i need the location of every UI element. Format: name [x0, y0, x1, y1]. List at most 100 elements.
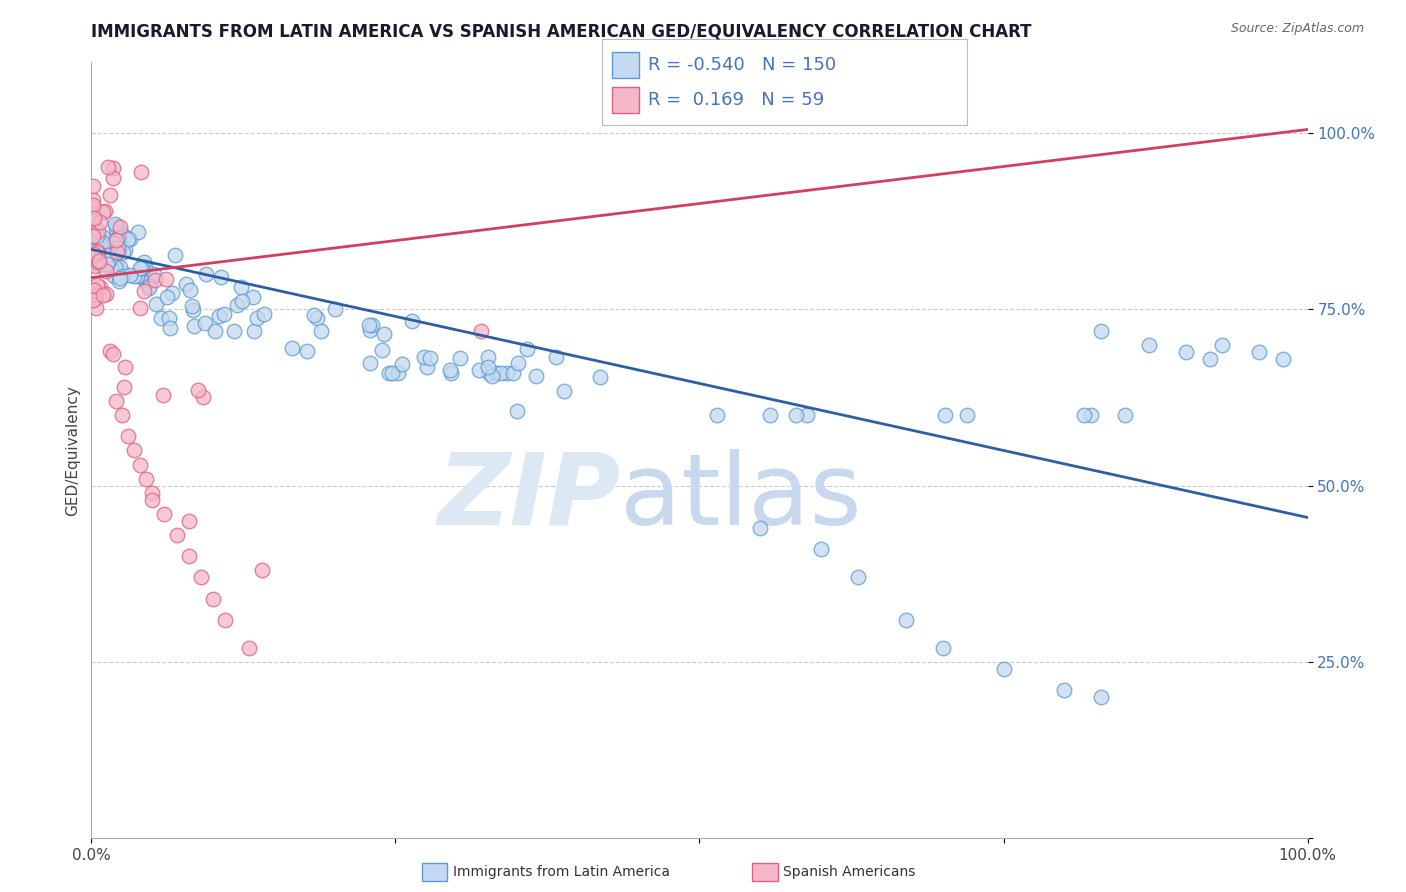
Point	[105, 260, 128, 274]
Point	[86, 237, 108, 252]
Point	[108, 260, 131, 274]
Point	[1139, 337, 1161, 351]
Point	[468, 363, 491, 377]
Point	[97, 248, 120, 262]
Point	[212, 307, 235, 321]
Point	[749, 521, 772, 535]
Point	[323, 302, 346, 317]
Point	[281, 341, 304, 355]
Point	[896, 613, 918, 627]
Point	[107, 274, 129, 288]
Point	[305, 310, 328, 325]
Point	[371, 343, 394, 358]
Point	[108, 271, 131, 285]
Point	[103, 161, 125, 175]
Point	[846, 570, 869, 584]
Point	[477, 360, 499, 375]
Point	[359, 356, 381, 370]
Point	[177, 549, 200, 564]
Point	[129, 260, 152, 275]
Point	[86, 278, 108, 293]
Point	[100, 240, 122, 254]
Bar	[612, 53, 638, 78]
Point	[84, 301, 107, 316]
Point	[177, 514, 200, 528]
Point	[83, 244, 105, 259]
Point	[194, 317, 217, 331]
Point	[103, 171, 125, 186]
Point	[391, 358, 413, 372]
Point	[128, 268, 150, 283]
Point	[110, 239, 132, 253]
Point	[470, 324, 492, 338]
Point	[145, 297, 167, 311]
Point	[132, 284, 155, 298]
Point	[96, 287, 118, 301]
Point	[934, 408, 956, 422]
Point	[295, 343, 318, 358]
Point	[103, 269, 125, 284]
Point	[104, 260, 127, 274]
Point	[87, 224, 110, 238]
Point	[104, 233, 127, 247]
Point	[94, 263, 117, 277]
Point	[94, 203, 117, 218]
Point	[1073, 408, 1095, 422]
Point	[489, 366, 512, 380]
Point	[1272, 351, 1295, 366]
Text: R =  0.169   N = 59: R = 0.169 N = 59	[648, 91, 825, 109]
Point	[101, 235, 124, 249]
Point	[486, 366, 509, 380]
Point	[89, 214, 111, 228]
Bar	[612, 87, 638, 113]
Point	[401, 314, 423, 328]
Point	[105, 245, 128, 260]
Point	[111, 408, 134, 422]
Point	[131, 260, 153, 275]
Point	[242, 290, 264, 304]
Point	[98, 344, 121, 359]
Point	[155, 271, 177, 285]
Point	[104, 218, 127, 232]
Point	[118, 268, 141, 282]
Point	[378, 366, 401, 380]
Point	[544, 350, 567, 364]
Point	[96, 249, 118, 263]
Point	[114, 244, 136, 258]
Point	[226, 298, 249, 312]
Point	[506, 404, 529, 418]
Point	[91, 205, 114, 219]
Point	[246, 310, 269, 325]
Point	[83, 237, 105, 252]
Point	[83, 283, 105, 297]
Point	[243, 324, 266, 338]
Point	[993, 662, 1015, 676]
Point	[83, 211, 105, 225]
Point	[107, 242, 129, 256]
Point	[309, 324, 332, 338]
Point	[179, 284, 201, 298]
Point	[359, 323, 381, 337]
Point	[87, 254, 110, 268]
Point	[238, 640, 260, 655]
Point	[502, 366, 524, 380]
Point	[82, 200, 104, 214]
Point	[1247, 344, 1270, 359]
Point	[91, 230, 114, 244]
Point	[104, 394, 127, 409]
Point	[139, 274, 162, 288]
Point	[191, 390, 214, 404]
Point	[159, 321, 181, 335]
Point	[141, 492, 163, 507]
Point	[117, 429, 139, 443]
Point	[83, 218, 105, 232]
Point	[86, 229, 108, 244]
Point	[589, 370, 612, 384]
Point	[1080, 408, 1102, 422]
Point	[104, 222, 127, 236]
Point	[415, 360, 437, 375]
Point	[373, 326, 395, 341]
Point	[202, 591, 225, 606]
Point	[129, 165, 152, 179]
Point	[1053, 683, 1076, 698]
